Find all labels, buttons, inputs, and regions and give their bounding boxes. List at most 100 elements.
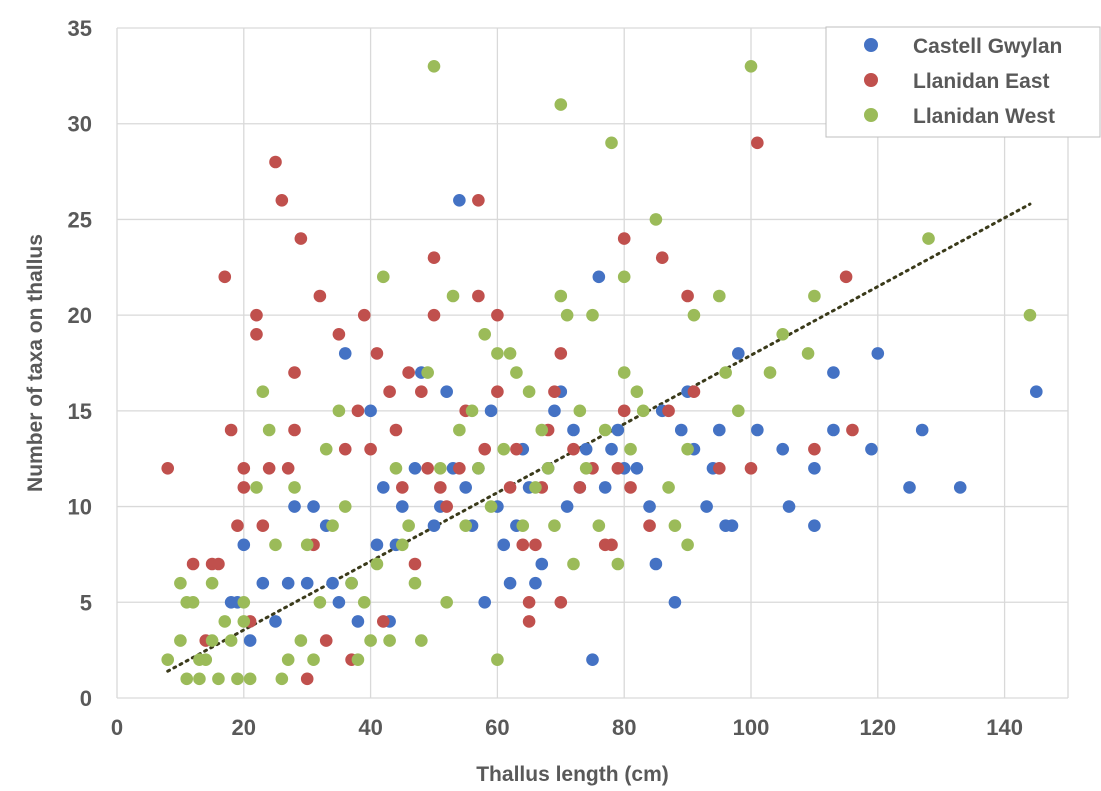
data-point-0 [732, 347, 745, 360]
data-point-1 [846, 423, 859, 437]
data-point-2 [535, 423, 549, 437]
data-point-0 [396, 500, 409, 513]
data-point-0 [503, 576, 517, 590]
y-tick-label: 5 [80, 590, 92, 615]
data-point-0 [256, 576, 270, 590]
data-point-1 [744, 461, 758, 475]
data-point-1 [440, 500, 453, 513]
data-point-0 [700, 500, 713, 513]
data-point-2 [497, 442, 511, 456]
data-point-2 [174, 576, 187, 590]
y-tick-label: 10 [68, 495, 92, 520]
data-point-2 [370, 557, 384, 571]
data-point-0 [269, 615, 282, 628]
data-point-2 [579, 461, 593, 475]
data-point-2 [345, 576, 358, 590]
data-point-1 [427, 308, 441, 322]
legend-label-llanidan-east: Llanidan East [913, 70, 1050, 93]
data-point-1 [751, 136, 764, 150]
data-point-2 [281, 653, 295, 667]
data-point-1 [313, 289, 327, 303]
data-point-1 [605, 538, 618, 552]
data-point-0 [630, 461, 644, 475]
data-point-2 [516, 519, 530, 533]
x-tick-label: 100 [733, 715, 770, 740]
data-point-1 [510, 442, 523, 456]
data-point-2 [503, 347, 517, 360]
legend-label-castell-gwylan: Castell Gwylan [913, 35, 1062, 58]
legend: Castell Gwylan Llanidan East Llanidan We… [825, 26, 1101, 138]
data-point-2 [415, 634, 428, 647]
data-point-2 [687, 308, 701, 322]
data-point-0 [827, 423, 840, 437]
data-point-1 [624, 481, 637, 494]
data-point-2 [541, 461, 555, 475]
data-point-1 [522, 595, 536, 609]
data-point-0 [535, 557, 549, 571]
y-tick-label: 15 [68, 399, 92, 424]
data-point-2 [662, 481, 675, 494]
x-tick-labels: 0 20 40 60 80 100 120 140 [111, 715, 1023, 740]
data-point-0 [579, 442, 593, 456]
data-point-2 [205, 634, 219, 647]
data-point-1 [389, 423, 403, 437]
data-point-1 [212, 557, 225, 571]
data-point-0 [751, 423, 764, 437]
data-point-2 [598, 423, 612, 437]
data-point-2 [1023, 308, 1037, 322]
data-point-1 [655, 251, 669, 265]
data-point-2 [186, 595, 200, 609]
data-point-1 [250, 327, 263, 341]
data-point-1 [237, 481, 251, 494]
data-point-2 [573, 404, 587, 418]
data-point-2 [338, 500, 352, 513]
data-point-0 [782, 500, 796, 513]
data-point-1 [421, 461, 434, 475]
data-point-2 [180, 672, 194, 686]
x-axis-title: Thallus length (cm) [476, 763, 669, 786]
data-point-2 [522, 385, 536, 399]
data-point-0 [776, 442, 789, 456]
data-point-1 [503, 481, 517, 494]
data-point-2 [529, 481, 542, 494]
data-point-2 [326, 519, 339, 533]
data-point-1 [186, 557, 200, 571]
data-point-1 [396, 481, 409, 494]
data-point-2 [446, 289, 460, 303]
data-point-2 [319, 442, 333, 456]
data-point-0 [326, 576, 339, 590]
data-point-0 [370, 538, 384, 552]
data-point-0 [953, 481, 967, 494]
data-point-0 [300, 576, 314, 590]
data-point-2 [459, 519, 473, 533]
data-point-0 [598, 481, 612, 494]
y-tick-label: 30 [68, 112, 92, 137]
data-point-2 [193, 672, 206, 686]
data-point-1 [288, 423, 301, 437]
data-point-1 [218, 270, 232, 284]
data-point-2 [668, 519, 682, 533]
data-point-2 [294, 634, 308, 647]
data-point-0 [713, 423, 726, 437]
data-point-0 [871, 347, 885, 360]
data-point-2 [744, 59, 758, 73]
data-point-1 [237, 461, 251, 475]
data-point-2 [402, 519, 415, 533]
data-point-1 [808, 442, 821, 456]
data-point-1 [357, 308, 371, 322]
data-point-1 [434, 481, 447, 494]
data-point-2 [554, 289, 568, 303]
data-point-2 [548, 519, 561, 533]
data-point-0 [903, 481, 916, 494]
data-point-0 [827, 366, 840, 379]
y-tick-label: 25 [68, 207, 92, 232]
data-point-1 [402, 366, 415, 379]
data-point-2 [313, 595, 327, 609]
data-point-1 [491, 385, 504, 399]
trendline-group [166, 202, 1032, 673]
data-point-2 [205, 576, 219, 590]
data-point-0 [288, 500, 301, 513]
y-tick-labels: 0 5 10 15 20 25 30 35 [68, 16, 92, 711]
data-point-0 [281, 576, 295, 590]
data-point-1 [839, 270, 853, 284]
